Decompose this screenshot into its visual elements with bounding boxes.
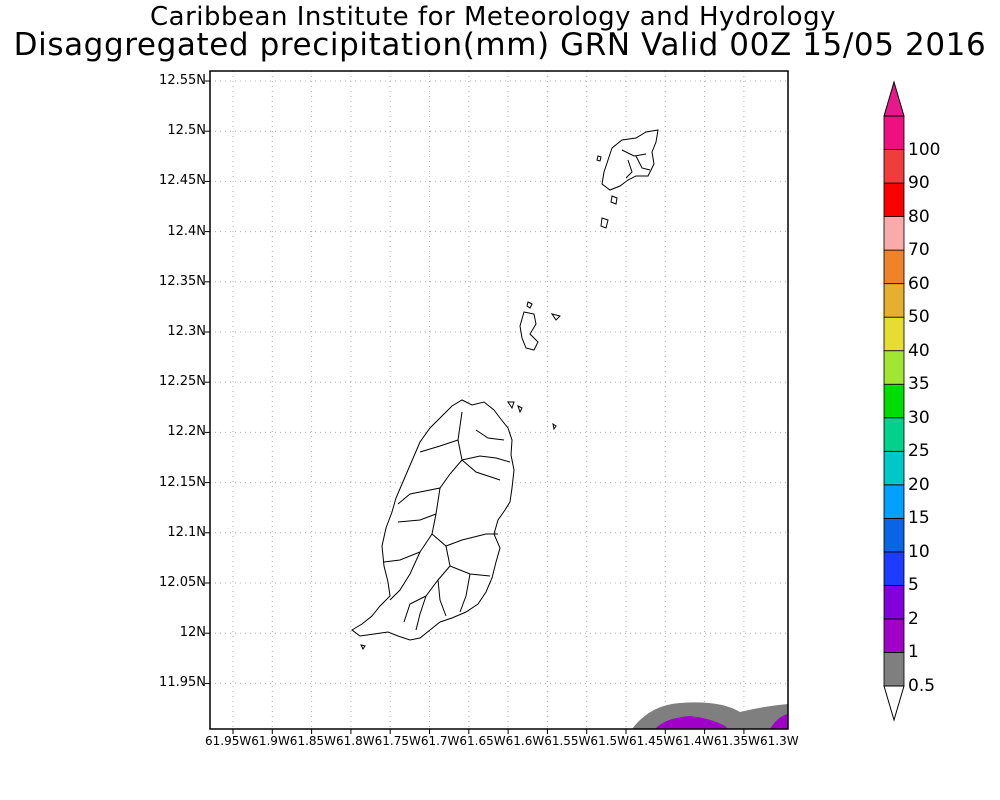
- longitude-axis-labels: 61.95W61.9W61.85W61.8W61.75W61.7W61.65W6…: [205, 734, 799, 748]
- colorbar-box: [883, 484, 905, 519]
- colorbar-box: [883, 517, 905, 553]
- colorbar-box: [883, 585, 905, 620]
- precip-area-purple-edge: [770, 714, 788, 729]
- colorbar-box: [883, 316, 905, 352]
- latitude-label: 12.25N: [159, 374, 206, 390]
- petite-martinique: [360, 301, 561, 650]
- colorbar-box: [883, 551, 905, 586]
- colorbar-label: 40: [908, 340, 930, 361]
- latitude-axis-labels: 12.55N 12.5N 12.45N 12.4N 12.35N 12.3N 12.25N 1…: [0, 0, 210, 800]
- grenada-island: [351, 399, 515, 641]
- colorbar-box: [883, 149, 905, 184]
- carriacou-island: [596, 129, 659, 229]
- latitude-label: 12.35N: [159, 273, 206, 289]
- plot-frame: [209, 70, 789, 730]
- latitude-label: 12.15N: [159, 474, 206, 490]
- colorbar-over-triangle: [883, 80, 905, 117]
- colorbar-label: 20: [908, 474, 930, 495]
- colorbar-box: [883, 652, 905, 687]
- colorbar-boxes: [883, 115, 905, 687]
- latitude-ticks: [205, 80, 210, 684]
- latitude-label: 12.05N: [159, 575, 206, 590]
- colorbar-box: [883, 618, 905, 653]
- colorbar-under-triangle: [883, 685, 905, 722]
- latitude-label: 12.4N: [167, 223, 206, 239]
- colorbar-box: [883, 115, 905, 150]
- colorbar-box: [883, 417, 905, 452]
- colorbar-box: [883, 383, 905, 419]
- colorbar-label: 70: [908, 240, 930, 261]
- precip-area-purple: [655, 716, 728, 729]
- colorbar-label: 60: [908, 273, 930, 294]
- colorbar-label: 90: [908, 173, 930, 194]
- colorbar-label: 80: [908, 206, 930, 227]
- colorbar-label: 50: [908, 307, 930, 328]
- colorbar-box: [883, 283, 905, 318]
- title-institute: Caribbean Institute for Meteorology and …: [150, 2, 836, 32]
- colorbar-label: 5: [908, 575, 919, 596]
- colorbar-box: [883, 350, 905, 385]
- colorbar-label: 100: [908, 139, 941, 160]
- title-product: Disaggregated precipitation(mm) GRN Vali…: [13, 27, 987, 63]
- colorbar-label: 1: [908, 642, 919, 663]
- colorbar-label: 30: [908, 407, 930, 428]
- colorbar-label: 0.5: [908, 676, 936, 696]
- colorbar-box: [883, 450, 905, 486]
- latitude-label: 11.95N: [159, 675, 206, 691]
- colorbar-label: 35: [908, 374, 930, 395]
- colorbar-box: [883, 182, 905, 217]
- longitude-ticks: [232, 729, 745, 734]
- colorbar-label: 2: [908, 608, 919, 629]
- colorbar-label: 15: [908, 508, 930, 529]
- latitude-label: 12.3N: [167, 324, 206, 339]
- colorbar-label: 25: [908, 441, 930, 462]
- latitude-label: 12.5N: [167, 123, 206, 139]
- colorbar-label: 10: [908, 541, 930, 562]
- colorbar-box: [883, 216, 905, 251]
- latitude-label: 12.2N: [167, 424, 206, 440]
- latitude-label: 12.1N: [167, 524, 206, 540]
- latitude-label: 12.55N: [159, 73, 206, 88]
- colorbar-box: [883, 249, 905, 285]
- latitude-label: 12N: [179, 625, 206, 641]
- latitude-label: 12.45N: [159, 173, 206, 189]
